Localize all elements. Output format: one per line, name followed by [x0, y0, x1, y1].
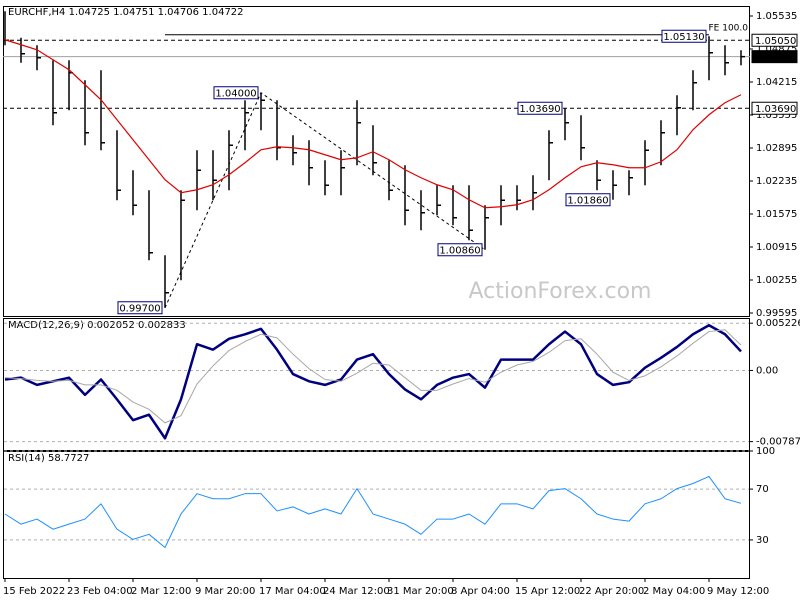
annotation-box [117, 301, 163, 315]
x-tick-label: 15 Feb 2022 [3, 586, 65, 597]
x-tick-label: 17 Mar 04:00 [259, 586, 326, 597]
annotation-label: 1.05130 [663, 32, 704, 43]
annotation-box [661, 29, 707, 43]
indicator-line [4, 323, 742, 440]
annotation-box [437, 243, 483, 257]
watermark: ActionForex.com [469, 279, 652, 304]
y-tick-label: 0.005226 [756, 318, 800, 329]
x-tick-label: 2 May 04:00 [643, 586, 705, 597]
moving-average [4, 39, 742, 209]
y-tick-label: 30 [756, 535, 769, 546]
x-tick-label: 23 Feb 04:00 [67, 586, 133, 597]
annotation-label: 1.03690 [519, 104, 560, 115]
y-tick-label: 70 [756, 484, 769, 495]
y-tick-label: 0.99595 [756, 308, 797, 319]
y-tick-label: 1.01575 [756, 209, 797, 220]
macd-panel [3, 318, 750, 451]
x-tick-label: 2 Mar 12:00 [131, 586, 191, 597]
annotation-box [565, 193, 611, 207]
annotation-label: 1.00860 [439, 245, 480, 256]
y-tick-label: 1.04875 [756, 44, 797, 55]
annotation-label: 1.04000 [215, 88, 256, 99]
indicator-line [4, 329, 742, 424]
y-tick-label: 1.03555 [756, 110, 797, 121]
y-tick-label: -0.007873 [756, 437, 800, 448]
y-tick-label: 0.00 [756, 365, 778, 376]
level-label-box [751, 101, 798, 115]
indicator-line [4, 475, 742, 549]
rsi-title: RSI(14) 58.7727 [8, 453, 89, 464]
x-tick-label: 31 Mar 20:00 [387, 586, 454, 597]
level-label: 1.05050 [755, 36, 796, 47]
level-label-box [751, 50, 798, 64]
y-tick-label: 1.02895 [756, 143, 797, 154]
chart-title: EURCHF,H4 1.04725 1.04751 1.04706 1.0472… [8, 7, 244, 18]
fe-label: FE 100.0 [709, 23, 749, 33]
level-label: 1.04722 [755, 52, 796, 63]
macd-title: MACD(12,26,9) 0.002052 0.002833 [8, 320, 186, 331]
x-tick-label: 8 Apr 04:00 [451, 586, 510, 597]
annotation-box [517, 101, 563, 115]
y-tick-label: 1.00255 [756, 275, 797, 286]
annotation-label: 1.01860 [567, 195, 608, 206]
annotation-box [213, 86, 259, 100]
y-tick-label: 100 [756, 446, 775, 457]
x-tick-label: 9 Mar 20:00 [195, 586, 255, 597]
y-tick-label: 1.02235 [756, 176, 797, 187]
annotation-label: 0.99700 [119, 303, 160, 314]
level-label: 1.03690 [755, 104, 796, 115]
price-panel [3, 6, 750, 317]
y-tick-label: 1.04215 [756, 77, 797, 88]
y-tick-label: 1.00915 [756, 242, 797, 253]
y-tick-label: 1.05535 [756, 11, 797, 22]
x-tick-label: 24 Mar 12:00 [323, 586, 390, 597]
x-tick-label: 9 May 12:00 [707, 586, 769, 597]
x-tick-label: 15 Apr 12:00 [515, 586, 580, 597]
level-label-box [751, 33, 798, 47]
x-tick-label: 22 Apr 20:00 [579, 586, 644, 597]
